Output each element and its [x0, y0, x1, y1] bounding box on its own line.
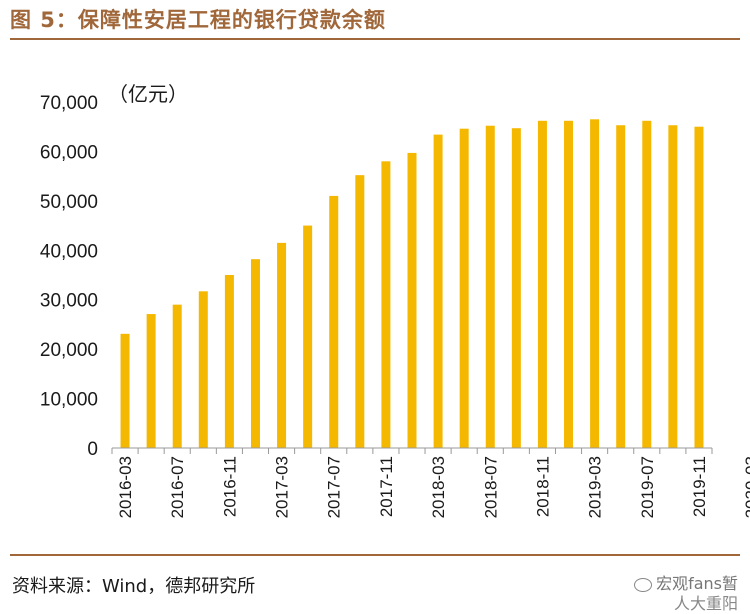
x-tick-label: 2017-03: [273, 456, 292, 518]
y-tick-label: 50,000: [40, 192, 98, 213]
bar: [694, 126, 704, 448]
y-tick-label: 10,000: [40, 390, 98, 411]
bar: [355, 175, 365, 448]
bar: [303, 225, 313, 448]
bar: [668, 125, 678, 448]
watermark-text: 宏观fans暂: [656, 574, 738, 593]
x-tick-label: 2018-07: [481, 456, 500, 518]
bar: [433, 134, 443, 448]
x-tick-label: 2016-03: [116, 456, 135, 518]
bar: [329, 195, 339, 448]
bar: [616, 125, 626, 448]
x-tick-label: 2016-11: [220, 456, 239, 517]
source-note: 资料来源：Wind，德邦研究所: [12, 576, 256, 597]
x-tick-label: 2018-03: [429, 456, 448, 518]
x-tick-label: 2017-07: [325, 456, 344, 518]
bar: [250, 259, 260, 448]
x-tick-label: 2020-03: [742, 456, 750, 518]
wechat-icon: [634, 577, 653, 592]
bar: [120, 333, 130, 448]
title-divider: [10, 38, 740, 40]
footer-divider: [10, 554, 740, 556]
bar: [564, 120, 574, 448]
bar: [146, 314, 156, 448]
x-tick-label: 2018-11: [533, 456, 552, 517]
bar: [485, 125, 495, 449]
bar: [224, 275, 234, 448]
bar: [172, 304, 182, 448]
y-tick-label: 60,000: [40, 142, 98, 163]
watermark: 宏观fans暂 人大重阳: [634, 570, 738, 613]
bar: [511, 128, 521, 448]
y-tick-label: 20,000: [40, 340, 98, 361]
chart-title: 图 5：保障性安居工程的银行贷款余额: [10, 8, 386, 32]
bar: [459, 128, 469, 449]
y-tick-label: 30,000: [40, 291, 98, 312]
bar: [590, 119, 600, 449]
y-axis-unit-label: （亿元）: [108, 82, 188, 106]
y-tick-label: 70,000: [40, 93, 98, 114]
bar: [381, 161, 391, 449]
y-tick-label: 40,000: [40, 241, 98, 262]
bar: [537, 120, 547, 448]
bar-chart: 0 10,000 20,000 30,000 40,000 50,000 60,000 70,…: [40, 93, 750, 518]
watermark-sub-text: 人大重阳: [673, 594, 738, 613]
x-tick-label: 2016-07: [168, 456, 187, 518]
x-tick-label: 2019-11: [690, 456, 709, 517]
y-tick-label: 0: [87, 439, 98, 460]
bar: [407, 152, 417, 448]
x-tick-label: 2019-03: [586, 456, 605, 518]
x-tick-label: 2019-07: [638, 456, 657, 518]
bar: [642, 120, 652, 448]
bar: [277, 242, 287, 448]
bar: [198, 291, 208, 448]
x-tick-label: 2017-11: [377, 456, 396, 517]
